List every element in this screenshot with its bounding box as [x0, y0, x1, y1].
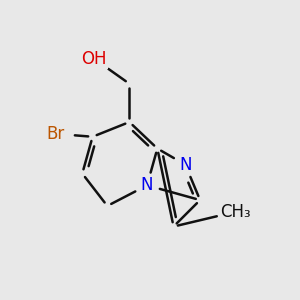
Text: Br: Br — [47, 125, 65, 143]
Text: CH₃: CH₃ — [220, 203, 251, 221]
Text: OH: OH — [81, 50, 107, 68]
Text: N: N — [141, 176, 153, 194]
Text: N: N — [179, 156, 192, 174]
